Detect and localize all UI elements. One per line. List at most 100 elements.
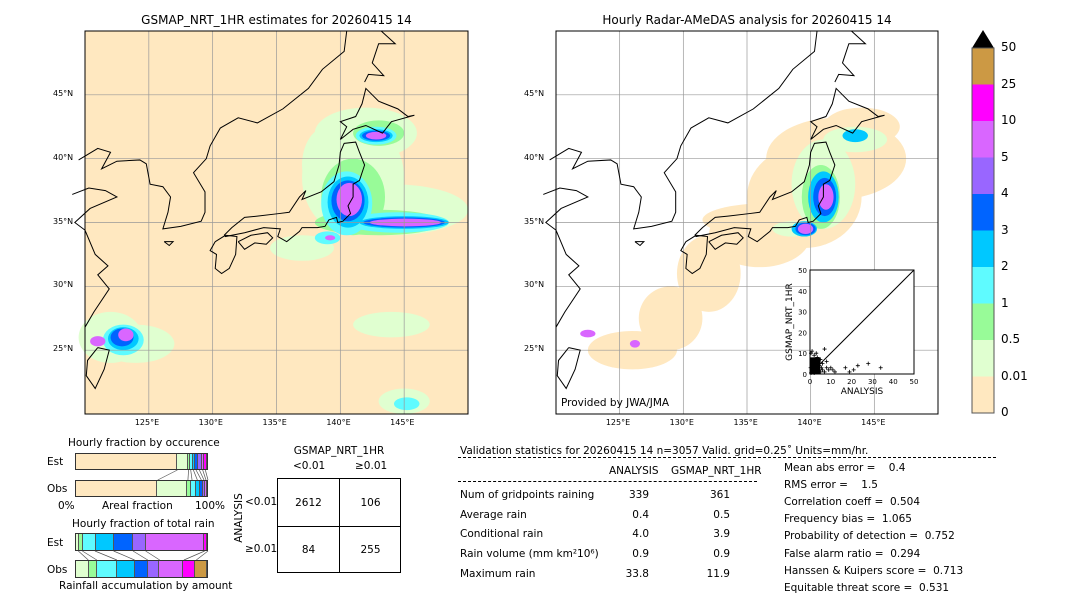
bar-segment <box>201 454 205 469</box>
colorbar-tick-label: 2 <box>1001 259 1009 273</box>
link-line <box>187 469 189 481</box>
coastline <box>209 234 238 275</box>
link-line <box>193 469 198 481</box>
link-line <box>113 550 135 561</box>
stats-divider <box>458 457 996 458</box>
scatter-ytick: 30 <box>798 309 807 317</box>
scatter-point <box>851 367 856 372</box>
bar-segment <box>192 454 196 469</box>
occurrence-obs-bar <box>75 480 208 497</box>
colorbar-tick-label: 1 <box>1001 295 1009 310</box>
score-line: RMS error = 1.5 <box>784 479 878 492</box>
coastline <box>163 241 175 247</box>
score-line: Equitable threat score = 0.531 <box>784 581 950 594</box>
stats-row-label: Maximum rain <box>460 567 536 580</box>
stats-row-label: Average rain <box>460 508 527 521</box>
colorbar-tick-label: 3 <box>1001 222 1009 237</box>
bar-segment <box>79 534 84 550</box>
stats-col-gsmap: GSMAP_NRT_1HR <box>671 465 762 477</box>
colorbar-segment <box>972 303 994 340</box>
ytick-label: 45°N <box>53 88 74 98</box>
xtick-label: 145°E <box>861 418 886 427</box>
stats-row-gsmap: 0.5 <box>713 508 730 521</box>
cell-hit: 255 <box>360 544 381 556</box>
colorbar-segment <box>972 157 994 194</box>
coastline <box>339 87 415 140</box>
gsmap-map <box>72 30 469 415</box>
bar-segment <box>203 534 207 550</box>
bar-segment <box>191 481 197 496</box>
link-line <box>205 469 209 481</box>
xtick-label: 130°E <box>198 418 223 427</box>
colorbar-frame <box>971 47 995 414</box>
colorbar-segment <box>972 340 994 377</box>
xtick-label: 140°E <box>797 418 822 427</box>
stats-row-analysis: 33.8 <box>625 567 649 580</box>
xtick-label: 125°E <box>605 418 631 427</box>
stats-row-label: Rain volume (mm km²10⁶) <box>460 548 599 561</box>
contingency-col-1: ≥0.01 <box>355 460 388 472</box>
score-line: False alarm ratio = 0.294 <box>784 547 921 560</box>
score-line: Hanssen & Kuipers score = 0.713 <box>784 564 964 577</box>
colorbar-segment <box>972 230 994 267</box>
coastline <box>237 232 274 250</box>
link-line <box>157 469 178 481</box>
scatter-point <box>814 351 819 356</box>
cell-miss: 84 <box>301 544 316 556</box>
ytick-label: 25°N <box>524 344 545 354</box>
colorbar-tick-label: 0.01 <box>1001 368 1028 383</box>
colorbar-segment <box>972 48 994 85</box>
occ-obs-label: Obs <box>47 483 68 495</box>
scatter-cluster <box>810 357 821 374</box>
ytick-label: 30°N <box>53 280 74 290</box>
contingency-row-1: ≥0.01 <box>245 543 278 555</box>
stats-title: Validation statistics for 20260415 14 n=… <box>460 445 869 457</box>
stats-row-gsmap: 3.9 <box>713 528 730 541</box>
rain-area <box>629 339 641 348</box>
coastline <box>223 141 366 243</box>
coastline <box>549 30 818 230</box>
bar-segment <box>97 561 118 577</box>
rain-area <box>325 235 336 241</box>
colorbar-segment <box>972 121 994 158</box>
scatter-ytick: 20 <box>798 329 807 337</box>
link-line <box>199 469 205 481</box>
rain-area <box>353 311 430 338</box>
bar-segment <box>196 481 201 496</box>
stats-row-label: Conditional rain <box>460 528 544 541</box>
colorbar-tick-label: 0.5 <box>1001 332 1021 346</box>
bar-segment <box>145 534 204 550</box>
colorbar-tick-label: 5 <box>1001 149 1009 164</box>
stats-row-gsmap: 361 <box>709 489 730 501</box>
occurrence-est-bar <box>75 453 208 470</box>
rain-area <box>365 131 387 140</box>
colorbar-tick-label: 10 <box>1001 113 1017 127</box>
rain-area <box>797 223 814 234</box>
scatter-point <box>826 367 831 372</box>
scatter-xtick: 0 <box>808 378 812 386</box>
rain-area <box>118 328 134 342</box>
ytick-label: 45°N <box>524 88 545 98</box>
rain-obs-bar <box>75 560 208 578</box>
bar-segment <box>187 454 190 469</box>
score-line: Probability of detection = 0.752 <box>784 530 955 543</box>
bar-segment <box>183 561 196 577</box>
xtick-label: 145°E <box>390 418 415 427</box>
contingency-col-title: GSMAP_NRT_1HR <box>293 445 385 457</box>
link-line <box>202 469 207 481</box>
rain-est-label: Est <box>47 537 64 549</box>
coastline <box>694 141 836 243</box>
bar-segment <box>83 534 96 550</box>
scatter-point <box>822 369 827 374</box>
rain-fraction-title: Hourly fraction of total rain <box>72 518 215 530</box>
bar-segment <box>198 454 202 469</box>
scatter-point <box>812 353 817 358</box>
scatter-point <box>832 369 837 374</box>
scatter-xtick: 20 <box>847 378 856 386</box>
scatter-xtick: 30 <box>868 378 877 386</box>
cell-false-alarm: 106 <box>360 497 381 509</box>
link-line <box>195 469 202 481</box>
rain-area <box>818 184 834 210</box>
scatter-inset: 00 10 10 20 20 30 30 40 40 50 50 ANALYSIS GSMAP_NRT_… <box>785 267 918 397</box>
